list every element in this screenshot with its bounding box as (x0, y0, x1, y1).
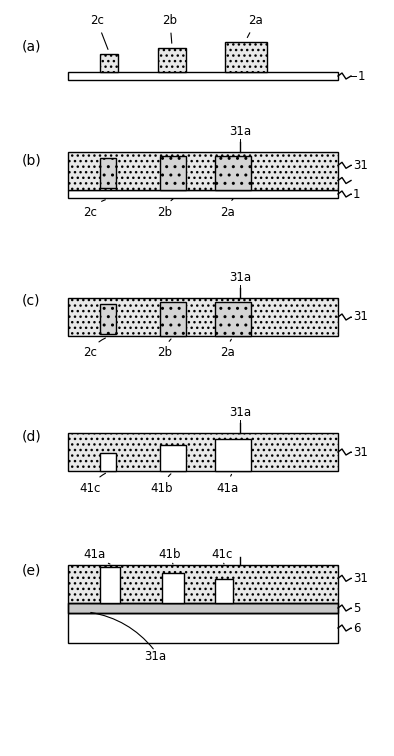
Bar (100, 453, 116, 471)
Bar (162, 573, 184, 603)
Bar (100, 54, 118, 72)
Bar (160, 302, 186, 336)
Text: 2c: 2c (83, 200, 105, 218)
Text: 31a: 31a (144, 649, 166, 662)
Text: 2a: 2a (247, 14, 263, 38)
Text: 2b: 2b (158, 199, 173, 218)
Text: (e): (e) (22, 564, 41, 578)
Bar (68, 72, 338, 80)
Bar (68, 565, 338, 603)
Bar (68, 613, 338, 643)
Bar (68, 603, 338, 613)
Bar (68, 190, 338, 198)
Text: 31: 31 (353, 445, 368, 458)
Bar (158, 48, 186, 72)
Bar (215, 579, 233, 603)
Text: 6: 6 (353, 621, 361, 634)
Text: (c): (c) (22, 294, 41, 308)
Text: 1: 1 (353, 187, 361, 200)
Text: 5: 5 (353, 602, 361, 615)
Text: 31: 31 (353, 159, 368, 172)
Bar (225, 42, 267, 72)
Text: 31: 31 (353, 311, 368, 324)
Bar (215, 439, 251, 471)
Bar (100, 304, 116, 334)
Bar (160, 156, 186, 190)
Text: 31a: 31a (229, 125, 251, 138)
Text: 41b: 41b (159, 547, 181, 564)
Text: 2a: 2a (221, 339, 235, 360)
Text: (a): (a) (22, 39, 41, 53)
Bar (68, 433, 338, 471)
Text: 31a: 31a (229, 271, 251, 284)
Bar (215, 302, 251, 336)
Text: 2c: 2c (90, 14, 108, 49)
Text: 41c: 41c (79, 473, 106, 494)
Bar (68, 298, 338, 336)
Text: 1: 1 (358, 70, 366, 82)
Bar (160, 445, 186, 471)
Text: 31: 31 (353, 572, 368, 585)
Text: 2a: 2a (221, 199, 235, 218)
Bar (68, 152, 338, 190)
Bar (215, 156, 251, 190)
Bar (68, 603, 338, 613)
Text: 2c: 2c (83, 338, 106, 360)
Bar (100, 158, 116, 188)
Text: (b): (b) (22, 154, 42, 168)
Text: 41a: 41a (84, 547, 110, 564)
Text: 2b: 2b (158, 339, 173, 360)
Text: 2b: 2b (162, 14, 178, 43)
Text: 41c: 41c (211, 547, 233, 564)
Text: 41b: 41b (151, 474, 173, 494)
Text: (d): (d) (22, 429, 42, 443)
Bar (100, 567, 120, 603)
Text: 31a: 31a (229, 406, 251, 419)
Text: 41a: 41a (217, 474, 239, 494)
